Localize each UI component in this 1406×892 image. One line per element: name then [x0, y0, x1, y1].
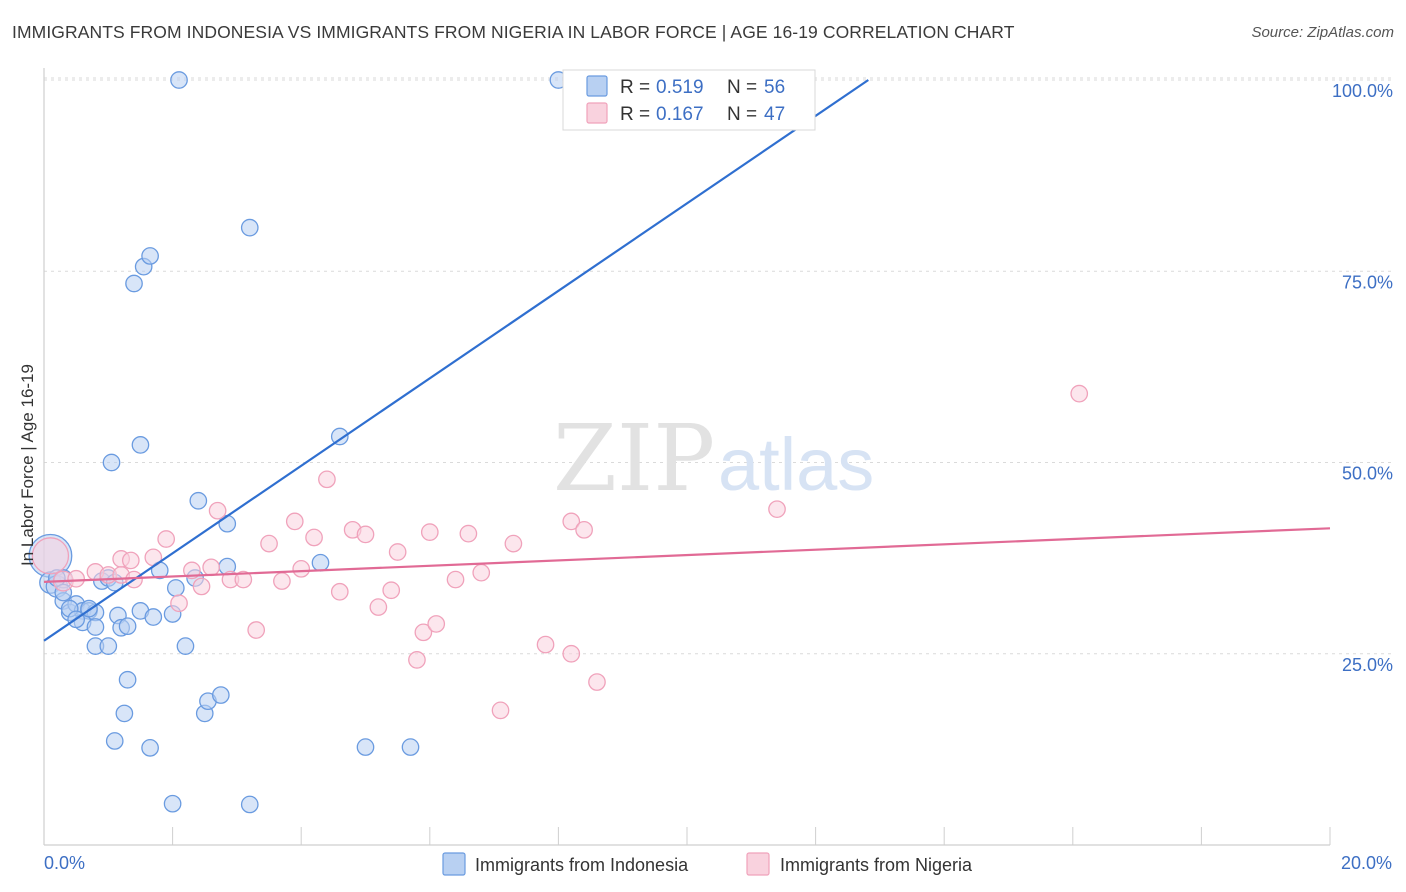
y-tick-label: 50.0%: [1342, 464, 1393, 484]
grid-layer: [44, 77, 1392, 655]
data-point: [131, 436, 150, 454]
data-point: [211, 686, 230, 704]
legend-n-value-nigeria: 47: [764, 104, 785, 125]
data-point: [208, 501, 227, 520]
data-point: [234, 570, 253, 589]
data-point: [305, 528, 323, 547]
data-point: [575, 520, 593, 539]
data-point: [401, 738, 420, 756]
y-axis-title: In Labor Force | Age 16-19: [18, 364, 37, 566]
data-point: [311, 553, 330, 572]
data-point: [240, 795, 259, 814]
data-point: [459, 524, 478, 543]
data-point: [562, 512, 581, 531]
y-tick-label: 75.0%: [1342, 272, 1393, 292]
data-point: [1070, 384, 1089, 403]
data-point: [166, 579, 185, 597]
series-nigeria: [31, 384, 1089, 720]
data-point: [414, 623, 433, 642]
data-point: [141, 247, 159, 265]
data-point: [369, 598, 388, 616]
data-point: [31, 537, 70, 575]
data-point: [125, 274, 143, 293]
data-point: [330, 582, 349, 601]
legend-r-value-nigeria: 0.167: [656, 104, 704, 125]
data-point: [157, 530, 176, 548]
data-point: [202, 558, 221, 577]
legend: R = 0.519 N = 56 R = 0.167 N = 47: [562, 69, 816, 131]
data-point: [382, 581, 401, 600]
data-point: [427, 615, 446, 633]
data-point: [176, 637, 195, 655]
data-point: [99, 637, 118, 655]
data-point: [285, 512, 304, 531]
legend-swatch-indonesia: [586, 75, 608, 97]
series-indonesia: [28, 71, 568, 814]
data-point: [118, 617, 137, 636]
data-point: [102, 453, 121, 472]
data-point: [247, 621, 266, 639]
y-tick-label: 25.0%: [1342, 655, 1393, 675]
trendline-indonesia: [43, 79, 869, 642]
chart-source: Source: ZipAtlas.com: [1251, 24, 1394, 41]
chart-title: IMMIGRANTS FROM INDONESIA VS IMMIGRANTS …: [12, 22, 1015, 42]
bottom-legend-swatch-indonesia: [442, 852, 466, 876]
watermark-atlas: atlas: [718, 423, 874, 506]
data-point: [170, 71, 188, 89]
ticks-layer: 25.0% 50.0% 75.0% 100.0% 0.0% 20.0%: [44, 81, 1393, 873]
legend-r-label-indonesia: R =: [620, 77, 650, 98]
data-point: [472, 563, 491, 582]
bottom-legend-swatch-nigeria: [746, 852, 770, 876]
data-point: [588, 673, 606, 691]
data-point: [420, 523, 439, 541]
watermark: ZIP atlas: [553, 405, 874, 512]
data-point: [144, 608, 163, 626]
data-point: [260, 534, 278, 553]
data-point: [536, 635, 555, 654]
x-tick-label-min: 0.0%: [44, 853, 85, 873]
legend-r-label-nigeria: R =: [620, 104, 650, 125]
bottom-legend-label-indonesia: Immigrants from Indonesia: [475, 855, 689, 875]
data-point: [141, 738, 159, 757]
y-tick-label: 100.0%: [1332, 81, 1393, 101]
data-point: [240, 218, 259, 237]
legend-r-value-indonesia: 0.519: [656, 77, 704, 98]
data-point: [330, 427, 349, 446]
data-point: [356, 525, 375, 544]
legend-n-label-indonesia: N =: [727, 77, 757, 98]
x-tick-label-max: 20.0%: [1341, 853, 1392, 873]
data-point: [768, 500, 786, 519]
data-point: [388, 543, 407, 561]
data-point: [318, 470, 336, 489]
legend-swatch-nigeria: [586, 102, 608, 124]
data-point: [491, 701, 510, 720]
trend-layer: [43, 79, 1331, 642]
data-point: [408, 651, 426, 669]
legend-n-value-indonesia: 56: [764, 77, 785, 98]
data-point: [121, 551, 140, 570]
axes-layer: [43, 68, 1331, 846]
data-point: [356, 738, 375, 756]
data-point: [67, 569, 86, 588]
data-point: [446, 570, 465, 589]
data-point: [86, 618, 105, 636]
data-point: [105, 732, 124, 750]
data-point: [504, 534, 523, 553]
data-point: [292, 559, 311, 578]
data-point: [562, 644, 581, 663]
data-point: [163, 794, 182, 813]
data-point: [189, 491, 208, 510]
trendline-nigeria: [43, 527, 1331, 583]
legend-n-label-nigeria: N =: [727, 104, 757, 125]
bottom-legend-label-nigeria: Immigrants from Nigeria: [780, 855, 973, 875]
data-point: [115, 704, 134, 723]
series-legend: Immigrants from Indonesia Immigrants fro…: [442, 852, 973, 876]
watermark-zip: ZIP: [553, 405, 715, 512]
data-point: [192, 577, 211, 596]
data-point: [170, 594, 188, 613]
data-point: [273, 572, 291, 590]
data-point: [118, 670, 137, 689]
